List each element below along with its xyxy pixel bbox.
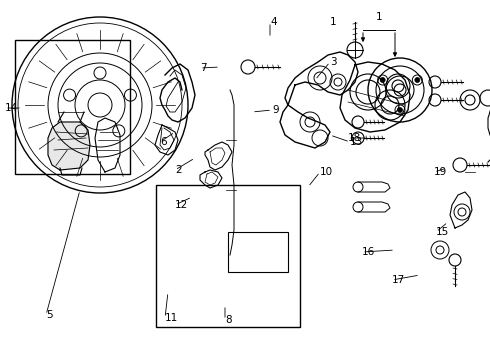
Text: 1: 1 <box>376 12 382 22</box>
Bar <box>228 232 288 272</box>
Text: 16: 16 <box>362 247 375 257</box>
Text: 15: 15 <box>436 227 449 237</box>
Circle shape <box>415 77 420 82</box>
Polygon shape <box>48 122 90 170</box>
Text: 8: 8 <box>225 315 232 325</box>
Text: 1: 1 <box>330 17 337 27</box>
Text: 11: 11 <box>165 313 178 323</box>
Circle shape <box>380 77 385 82</box>
Text: 18: 18 <box>348 133 361 143</box>
Text: 9: 9 <box>272 105 279 115</box>
Text: 17: 17 <box>392 275 405 285</box>
Bar <box>15 40 130 174</box>
Text: 12: 12 <box>175 200 188 210</box>
Bar <box>156 185 300 327</box>
Text: 10: 10 <box>320 167 333 177</box>
Text: 3: 3 <box>330 57 337 67</box>
Text: 19: 19 <box>434 167 447 177</box>
Text: 2: 2 <box>175 165 182 175</box>
Text: 6: 6 <box>160 137 167 147</box>
Text: 14: 14 <box>5 103 18 113</box>
Circle shape <box>397 108 402 112</box>
Text: 7: 7 <box>200 63 207 73</box>
Text: 13: 13 <box>350 137 363 147</box>
Text: 4: 4 <box>270 17 277 27</box>
Text: 5: 5 <box>46 310 52 320</box>
